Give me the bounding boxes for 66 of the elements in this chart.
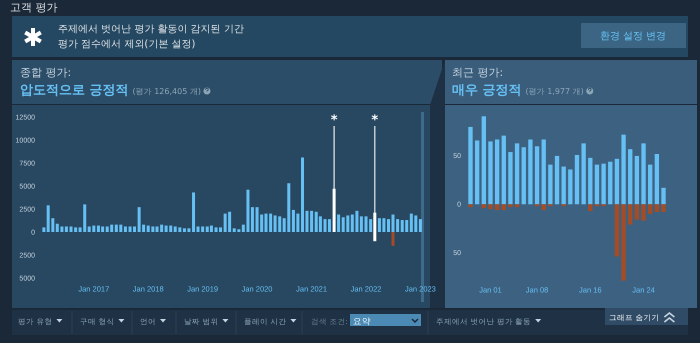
- chart-subtitle: 매우 긍정적: [452, 83, 522, 98]
- bar: [337, 214, 340, 232]
- bar: [661, 188, 666, 204]
- bar: [628, 149, 632, 204]
- bar: [614, 204, 620, 256]
- chart-title: 종합 평가:: [20, 66, 72, 79]
- bar: [621, 134, 626, 204]
- chart-subtitle: 압도적으로 긍정적: [20, 83, 129, 98]
- bar: [654, 204, 660, 212]
- bar: [328, 219, 331, 232]
- bar: [508, 152, 513, 204]
- bar: [562, 166, 566, 204]
- bar: [634, 156, 640, 204]
- bar: [648, 164, 652, 204]
- ref-line-label: *: [330, 113, 338, 128]
- bar: [641, 204, 646, 221]
- bar: [588, 158, 592, 204]
- bar: [634, 204, 640, 220]
- bar: [46, 205, 50, 232]
- bar: [628, 204, 632, 225]
- bar: [601, 164, 606, 204]
- text: (평가 1,977 개): [526, 87, 584, 96]
- bar: [522, 147, 526, 204]
- bar: [581, 143, 586, 204]
- bar: [648, 204, 652, 214]
- text: 환경 설정 변경: [600, 31, 666, 42]
- bar: [482, 204, 486, 208]
- bar: [494, 204, 500, 210]
- bar: [494, 140, 500, 204]
- text: 요약: [353, 317, 371, 327]
- text: (평가 126,405 개): [132, 87, 201, 96]
- bar: [654, 154, 660, 204]
- bar: [568, 169, 572, 204]
- bar: [502, 204, 506, 210]
- text: 평가 점수에서 제외(기본 설정): [58, 39, 196, 50]
- bar: [101, 226, 104, 232]
- bar: [614, 158, 620, 204]
- bar: [594, 164, 600, 204]
- bar: [574, 154, 580, 204]
- bar: [151, 226, 154, 232]
- bar: [661, 204, 666, 212]
- bar: [418, 219, 422, 232]
- chart-title: 최근 평가:: [452, 66, 504, 79]
- bar: [96, 226, 100, 232]
- bar: [514, 143, 520, 204]
- bar: [502, 136, 506, 204]
- bar: [608, 162, 612, 204]
- bar: [554, 156, 560, 204]
- bar: [588, 204, 592, 212]
- bar: [528, 140, 533, 204]
- bar: [542, 204, 546, 210]
- bar: [482, 116, 486, 204]
- text: 고객 평가: [10, 1, 58, 14]
- bar: [391, 232, 394, 246]
- bar: [488, 141, 493, 204]
- bar: [548, 164, 553, 204]
- text: 주제에서 벗어난 평가 활동이 감지된 기간: [58, 24, 244, 35]
- bar: [474, 140, 480, 204]
- bar: [542, 140, 546, 204]
- bar: [206, 226, 209, 232]
- bar: [468, 126, 473, 204]
- bar: [156, 226, 159, 232]
- ref-line-label: *: [371, 113, 378, 128]
- bar: [621, 204, 626, 281]
- bar: [534, 146, 540, 204]
- bar: [641, 143, 646, 204]
